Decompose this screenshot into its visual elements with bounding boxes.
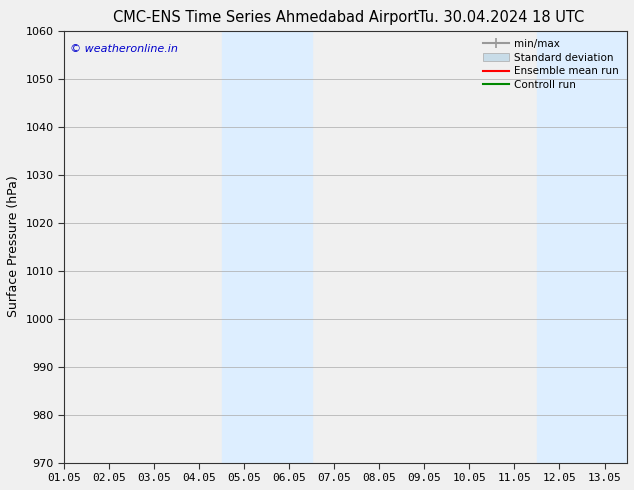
Bar [222,30,312,463]
Text: CMC-ENS Time Series Ahmedabad Airport: CMC-ENS Time Series Ahmedabad Airport [113,10,419,25]
Y-axis label: Surface Pressure (hPa): Surface Pressure (hPa) [7,176,20,318]
Legend: min/max, Standard deviation, Ensemble mean run, Controll run: min/max, Standard deviation, Ensemble me… [479,36,622,93]
Text: Tu. 30.04.2024 18 UTC: Tu. 30.04.2024 18 UTC [418,10,584,25]
Bar [537,30,627,463]
Text: © weatheronline.in: © weatheronline.in [70,44,178,53]
